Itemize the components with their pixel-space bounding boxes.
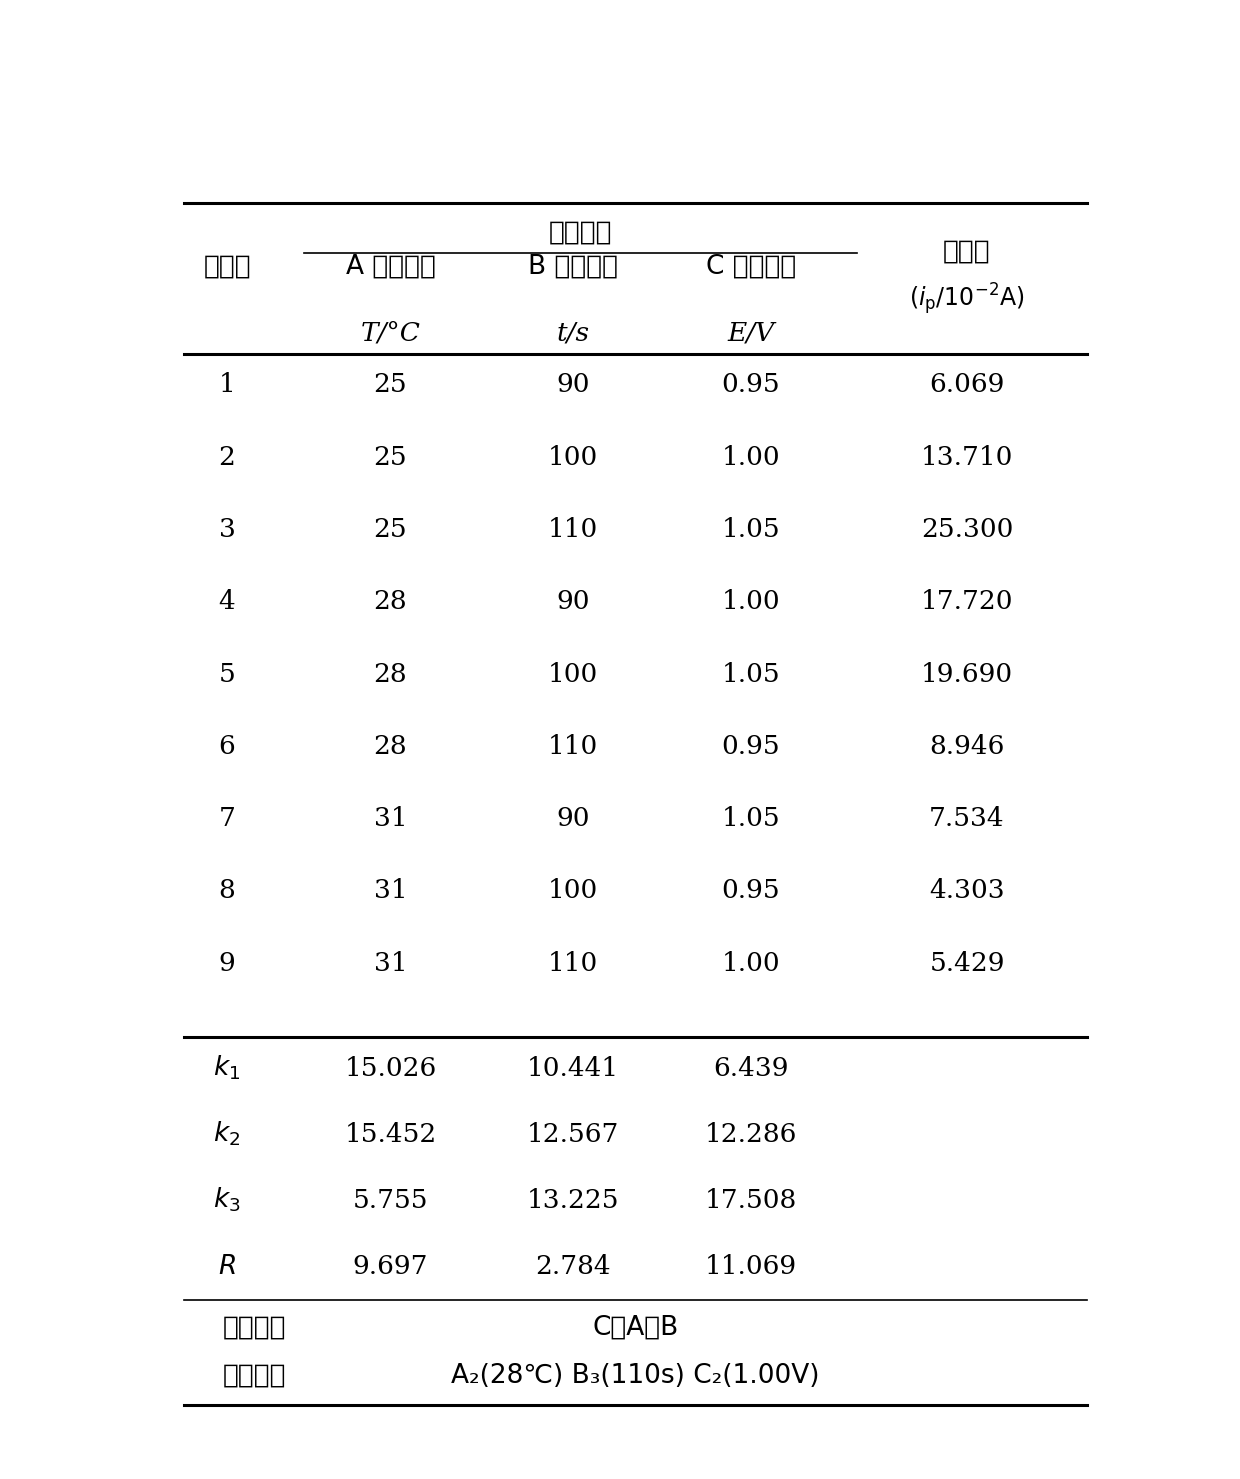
Text: 1.05: 1.05	[722, 806, 780, 831]
Text: 6: 6	[218, 734, 236, 759]
Text: 17.508: 17.508	[704, 1188, 797, 1213]
Text: 5: 5	[218, 661, 236, 686]
Text: 最优组合: 最优组合	[222, 1362, 285, 1389]
Text: 0.95: 0.95	[722, 373, 780, 398]
Text: 1.05: 1.05	[722, 661, 780, 686]
Text: 13.225: 13.225	[527, 1188, 619, 1213]
Text: t/s: t/s	[557, 321, 589, 346]
Text: 15.026: 15.026	[345, 1056, 436, 1081]
Text: 28: 28	[373, 661, 407, 686]
Text: 1.00: 1.00	[722, 589, 780, 614]
Text: 11.069: 11.069	[704, 1254, 797, 1279]
Text: 2.784: 2.784	[536, 1254, 611, 1279]
Text: 5.755: 5.755	[352, 1188, 428, 1213]
Text: $k_1$: $k_1$	[213, 1055, 241, 1083]
Text: 7: 7	[218, 806, 236, 831]
Text: 15.452: 15.452	[345, 1121, 436, 1146]
Text: $R$: $R$	[218, 1254, 236, 1279]
Text: 12.286: 12.286	[704, 1121, 797, 1146]
Text: 6.069: 6.069	[929, 373, 1004, 398]
Text: 100: 100	[548, 661, 598, 686]
Text: 31: 31	[373, 951, 407, 976]
Text: 8.946: 8.946	[929, 734, 1004, 759]
Text: 8: 8	[218, 879, 236, 904]
Text: 峰电流: 峰电流	[944, 238, 991, 265]
Text: A 沉积温度: A 沉积温度	[346, 253, 435, 280]
Text: 31: 31	[373, 806, 407, 831]
Text: 100: 100	[548, 879, 598, 904]
Text: 1: 1	[218, 373, 236, 398]
Text: 6.439: 6.439	[713, 1056, 789, 1081]
Text: 28: 28	[373, 589, 407, 614]
Text: 2: 2	[218, 445, 236, 469]
Text: 90: 90	[557, 806, 590, 831]
Text: 31: 31	[373, 879, 407, 904]
Text: 9.697: 9.697	[352, 1254, 428, 1279]
Text: 1.00: 1.00	[722, 445, 780, 469]
Text: 1.00: 1.00	[722, 951, 780, 976]
Text: E/V: E/V	[727, 321, 775, 346]
Text: B 沉积时间: B 沉积时间	[528, 253, 618, 280]
Text: 110: 110	[548, 516, 598, 541]
Text: 5.429: 5.429	[929, 951, 1004, 976]
Text: 0.95: 0.95	[722, 879, 780, 904]
Text: 25: 25	[373, 373, 407, 398]
Text: 100: 100	[548, 445, 598, 469]
Text: 28: 28	[373, 734, 407, 759]
Text: 9: 9	[218, 951, 236, 976]
Text: $k_2$: $k_2$	[213, 1120, 241, 1148]
Text: 25: 25	[373, 516, 407, 541]
Text: 110: 110	[548, 734, 598, 759]
Text: 1.05: 1.05	[722, 516, 780, 541]
Text: 3: 3	[218, 516, 236, 541]
Text: A₂(28℃) B₃(110s) C₂(1.00V): A₂(28℃) B₃(110s) C₂(1.00V)	[451, 1362, 820, 1389]
Text: $k_3$: $k_3$	[213, 1186, 241, 1214]
Text: 10.441: 10.441	[527, 1056, 619, 1081]
Text: C＞A＞B: C＞A＞B	[593, 1315, 678, 1340]
Text: 试验号: 试验号	[203, 253, 250, 280]
Text: 13.710: 13.710	[921, 445, 1013, 469]
Text: 因素主次: 因素主次	[222, 1315, 285, 1340]
Text: 19.690: 19.690	[921, 661, 1013, 686]
Text: 90: 90	[557, 373, 590, 398]
Text: 4.303: 4.303	[929, 879, 1004, 904]
Text: 4: 4	[218, 589, 236, 614]
Text: T/°C: T/°C	[361, 321, 420, 346]
Text: 7.534: 7.534	[929, 806, 1004, 831]
Text: 25.300: 25.300	[921, 516, 1013, 541]
Text: 90: 90	[557, 589, 590, 614]
Text: 12.567: 12.567	[527, 1121, 619, 1146]
Text: $(i_\mathrm{p}/10^{-2}\mathrm{A})$: $(i_\mathrm{p}/10^{-2}\mathrm{A})$	[909, 281, 1024, 318]
Text: 25: 25	[373, 445, 407, 469]
Text: 110: 110	[548, 951, 598, 976]
Text: C 沉积电压: C 沉积电压	[706, 253, 796, 280]
Text: 0.95: 0.95	[722, 734, 780, 759]
Text: 优化参数: 优化参数	[548, 219, 613, 246]
Text: 17.720: 17.720	[921, 589, 1013, 614]
